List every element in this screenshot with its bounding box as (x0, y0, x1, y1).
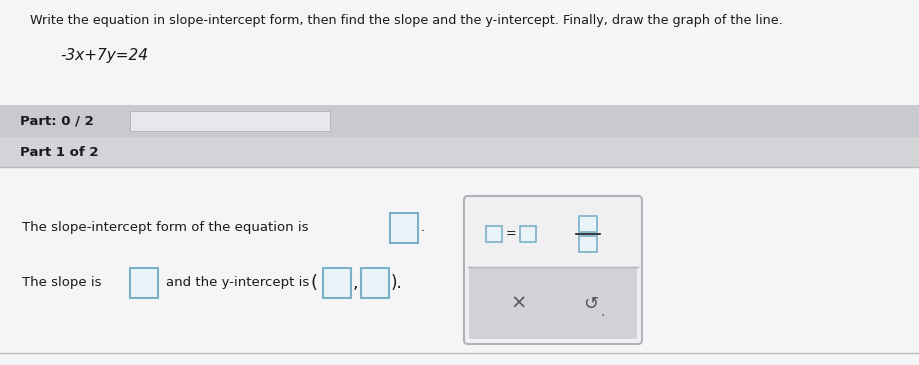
Text: The slope-intercept form of the equation is: The slope-intercept form of the equation… (22, 221, 309, 234)
FancyBboxPatch shape (520, 226, 536, 242)
Text: The slope is: The slope is (22, 276, 101, 289)
Text: .: . (421, 221, 425, 234)
FancyBboxPatch shape (361, 268, 389, 298)
FancyBboxPatch shape (130, 111, 330, 131)
FancyBboxPatch shape (579, 216, 597, 232)
Text: and the y-intercept is: and the y-intercept is (166, 276, 310, 289)
FancyBboxPatch shape (579, 235, 597, 251)
FancyBboxPatch shape (130, 268, 158, 298)
Text: ×: × (511, 294, 528, 313)
FancyBboxPatch shape (390, 213, 418, 243)
Text: Write the equation in slope-intercept form, then find the slope and the y-interc: Write the equation in slope-intercept fo… (30, 14, 783, 27)
FancyBboxPatch shape (0, 137, 919, 167)
Text: .: . (600, 305, 605, 319)
Text: ,: , (353, 274, 358, 292)
FancyBboxPatch shape (469, 267, 637, 339)
FancyBboxPatch shape (464, 196, 642, 344)
Text: ↺: ↺ (583, 295, 598, 312)
FancyBboxPatch shape (486, 226, 502, 242)
Text: Part: 0 / 2: Part: 0 / 2 (20, 115, 94, 127)
Text: (: ( (310, 274, 317, 292)
Text: =: = (506, 227, 516, 240)
FancyBboxPatch shape (323, 268, 351, 298)
Text: Part 1 of 2: Part 1 of 2 (20, 146, 98, 158)
FancyBboxPatch shape (0, 167, 919, 353)
Text: ).: ). (391, 274, 403, 292)
Text: -3x+7y=24: -3x+7y=24 (60, 48, 148, 63)
FancyBboxPatch shape (0, 105, 919, 137)
